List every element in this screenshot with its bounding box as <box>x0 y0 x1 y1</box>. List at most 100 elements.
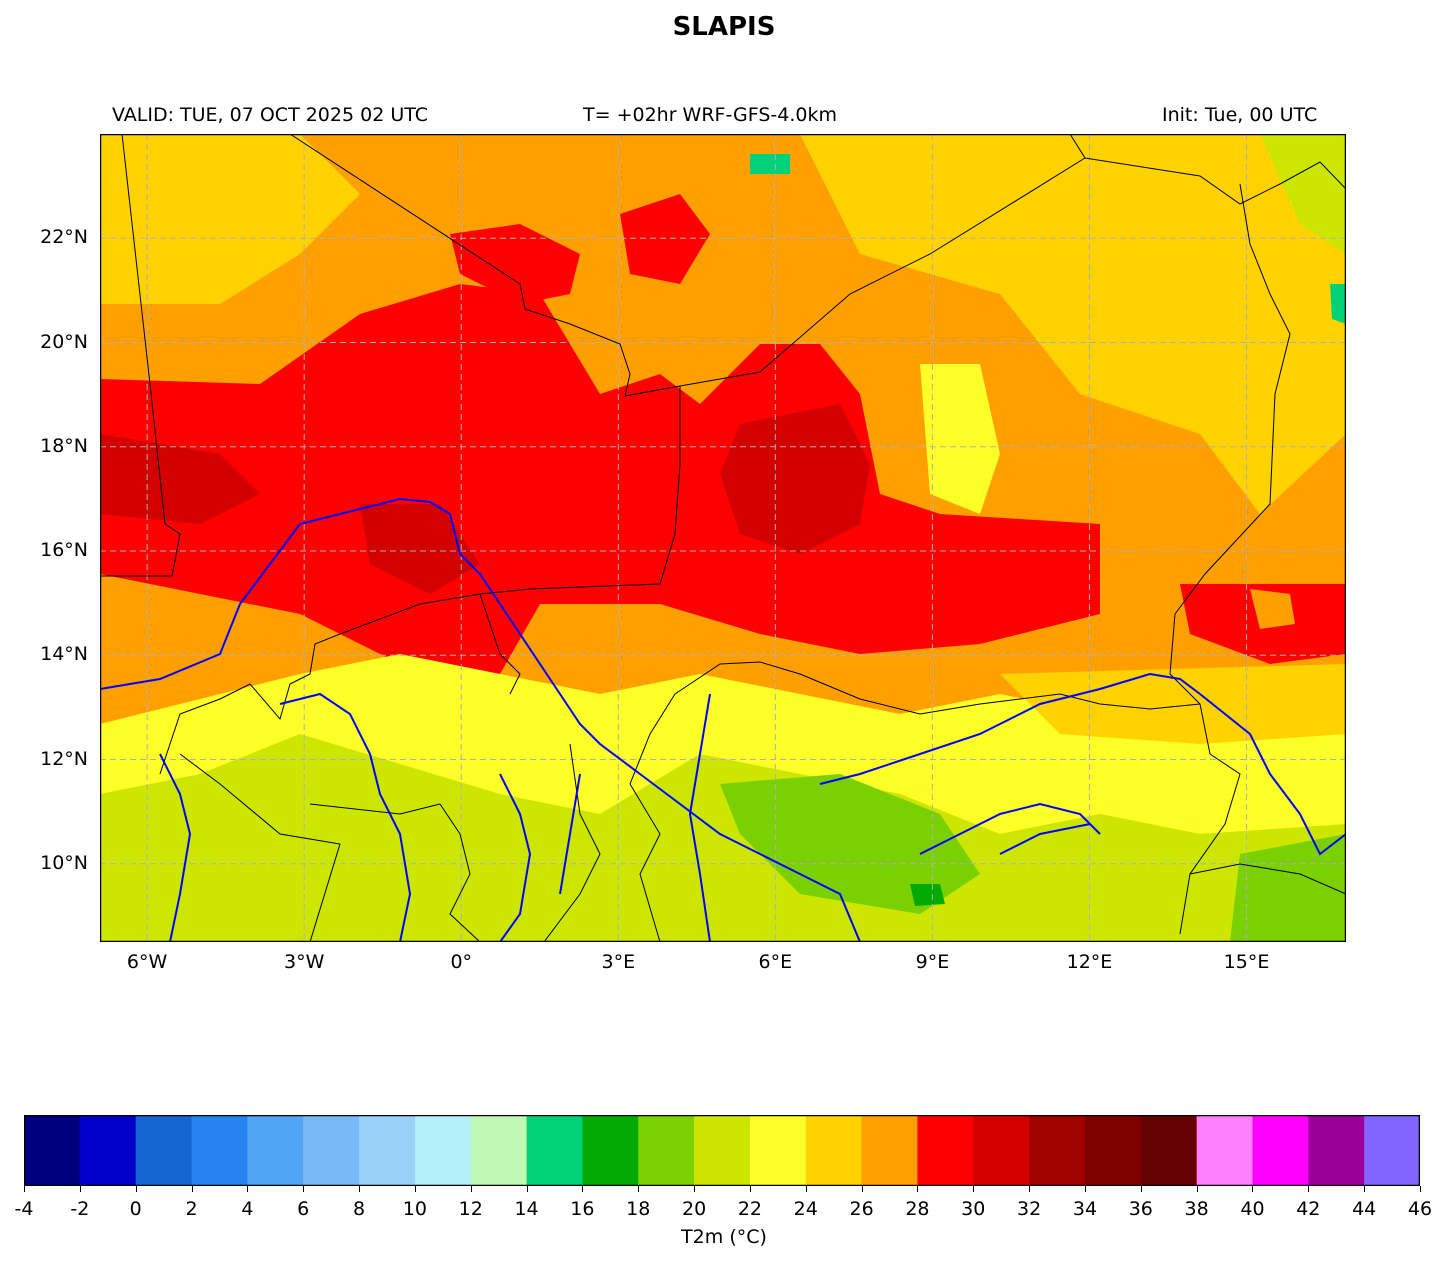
colorbar-segment <box>470 1115 528 1186</box>
forecast-hour-label: T= +02hr WRF-GFS-4.0km <box>583 104 837 126</box>
colorbar-segment <box>247 1115 304 1186</box>
colorbar-segment <box>1140 1115 1198 1186</box>
colorbar-segment <box>414 1115 472 1186</box>
temperature-field <box>100 134 1346 942</box>
colorbar-segment <box>1029 1115 1086 1186</box>
colorbar-tick <box>1364 1186 1366 1192</box>
longitude-tick-label: 3°W <box>283 951 325 973</box>
longitude-tick-label: 12°E <box>1066 951 1113 973</box>
longitude-tick-label: 15°E <box>1223 951 1270 973</box>
colorbar-tick-label: 18 <box>626 1198 651 1220</box>
colorbar-tick-label: 24 <box>793 1198 818 1220</box>
colorbar-tick <box>917 1186 919 1192</box>
colorbar-tick <box>79 1186 81 1192</box>
colorbar-tick-label: 44 <box>1352 1198 1377 1220</box>
colorbar-tick-label: 40 <box>1240 1198 1265 1220</box>
colorbar-tick <box>135 1186 137 1192</box>
colorbar-tick-label: 46 <box>1407 1198 1433 1220</box>
longitude-tick-label: 6°E <box>758 951 793 973</box>
colorbar-segment <box>526 1115 583 1186</box>
colorbar-segment <box>917 1115 974 1186</box>
longitude-tick-label: 3°E <box>601 951 636 973</box>
colorbar-tick <box>1140 1186 1142 1192</box>
init-time-label: Init: Tue, 00 UTC <box>1162 104 1318 126</box>
colorbar-tick-label: 0 <box>129 1198 142 1220</box>
colorbar-tick-label: 12 <box>458 1198 483 1220</box>
colorbar-tick <box>470 1186 472 1192</box>
colorbar-tick <box>749 1186 751 1192</box>
colorbar-segment <box>303 1115 360 1186</box>
colorbar-tick-label: 16 <box>570 1198 595 1220</box>
colorbar-tick-label: 30 <box>961 1198 986 1220</box>
colorbar-tick <box>1252 1186 1254 1192</box>
colorbar-segment <box>805 1115 863 1186</box>
latitude-tick-label: 22°N <box>40 226 88 249</box>
latitude-tick-label: 16°N <box>40 539 88 562</box>
colorbar-segment <box>749 1115 807 1186</box>
latitude-tick-label: 14°N <box>40 643 88 666</box>
latitude-tick-label: 12°N <box>40 747 88 770</box>
colorbar-segment <box>638 1115 695 1186</box>
colorbar-tick-label: 2 <box>185 1198 198 1220</box>
colorbar-tick-label: 28 <box>905 1198 930 1220</box>
colorbar-tick-label: 8 <box>352 1198 366 1220</box>
colorbar-tick <box>1084 1186 1086 1192</box>
colorbar-tick <box>359 1186 361 1192</box>
colorbar-segment <box>1084 1115 1142 1186</box>
colorbar-tick-label: 32 <box>1017 1198 1042 1220</box>
temperature-map <box>100 134 1346 942</box>
colorbar-segment <box>1364 1115 1420 1186</box>
colorbar-label: T2m (°C) <box>681 1226 767 1248</box>
colorbar-segment <box>1252 1115 1309 1186</box>
longitude-tick-label: 9°E <box>915 951 950 973</box>
colorbar-segment <box>135 1115 193 1186</box>
colorbar-tick <box>191 1186 193 1192</box>
colorbar-tick <box>303 1186 305 1192</box>
colorbar-segment <box>861 1115 918 1186</box>
colorbar-tick <box>1196 1186 1198 1192</box>
colorbar-tick <box>861 1186 863 1192</box>
colorbar-segment <box>359 1115 416 1186</box>
colorbar-tick <box>1420 1186 1421 1192</box>
colorbar-tick-label: 38 <box>1184 1198 1209 1220</box>
longitude-tick-label: 0° <box>450 951 473 973</box>
map-frame <box>100 134 1346 942</box>
colorbar-tick-label: 14 <box>514 1198 539 1220</box>
colorbar-segment <box>694 1115 751 1186</box>
colorbar-tick-label: 20 <box>681 1198 707 1220</box>
colorbar-tick-label: 10 <box>402 1198 427 1220</box>
temperature-colorbar <box>24 1115 1420 1186</box>
colorbar-tick-label: -2 <box>70 1198 90 1220</box>
colorbar-tick-label: 22 <box>737 1198 762 1220</box>
colorbar-tick-label: -4 <box>14 1198 34 1220</box>
latitude-tick-label: 20°N <box>40 330 88 353</box>
colorbar-frame <box>24 1115 1420 1186</box>
colorbar-tick <box>973 1186 975 1192</box>
longitude-tick-label: 6°W <box>126 951 168 973</box>
colorbar-segment <box>191 1115 248 1186</box>
colorbar-segment <box>79 1115 137 1186</box>
colorbar-tick-label: 26 <box>849 1198 874 1220</box>
latitude-tick-label: 18°N <box>40 434 88 457</box>
rivers <box>100 497 1346 942</box>
colorbar-tick <box>638 1186 640 1192</box>
map-title: SLAPIS <box>672 12 776 42</box>
colorbar-tick <box>694 1186 696 1192</box>
colorbar-tick-label: 4 <box>241 1198 254 1220</box>
colorbar-tick <box>24 1186 25 1192</box>
colorbar-tick <box>1308 1186 1310 1192</box>
colorbar-tick-label: 36 <box>1128 1198 1153 1220</box>
colorbar-tick-label: 6 <box>297 1198 310 1220</box>
country-borders <box>100 134 1346 942</box>
colorbar-segment <box>1308 1115 1365 1186</box>
map-canvas <box>100 134 1346 942</box>
colorbar-tick <box>1029 1186 1031 1192</box>
valid-time-label: VALID: TUE, 07 OCT 2025 02 UTC <box>112 104 428 126</box>
colorbar-tick <box>414 1186 416 1192</box>
colorbar-tick <box>526 1186 528 1192</box>
colorbar-segment <box>24 1115 81 1186</box>
colorbar-segment <box>1196 1115 1253 1186</box>
map-gridlines <box>100 134 1346 942</box>
colorbar-tick-label: 42 <box>1296 1198 1321 1220</box>
latitude-tick-label: 10°N <box>40 851 88 874</box>
